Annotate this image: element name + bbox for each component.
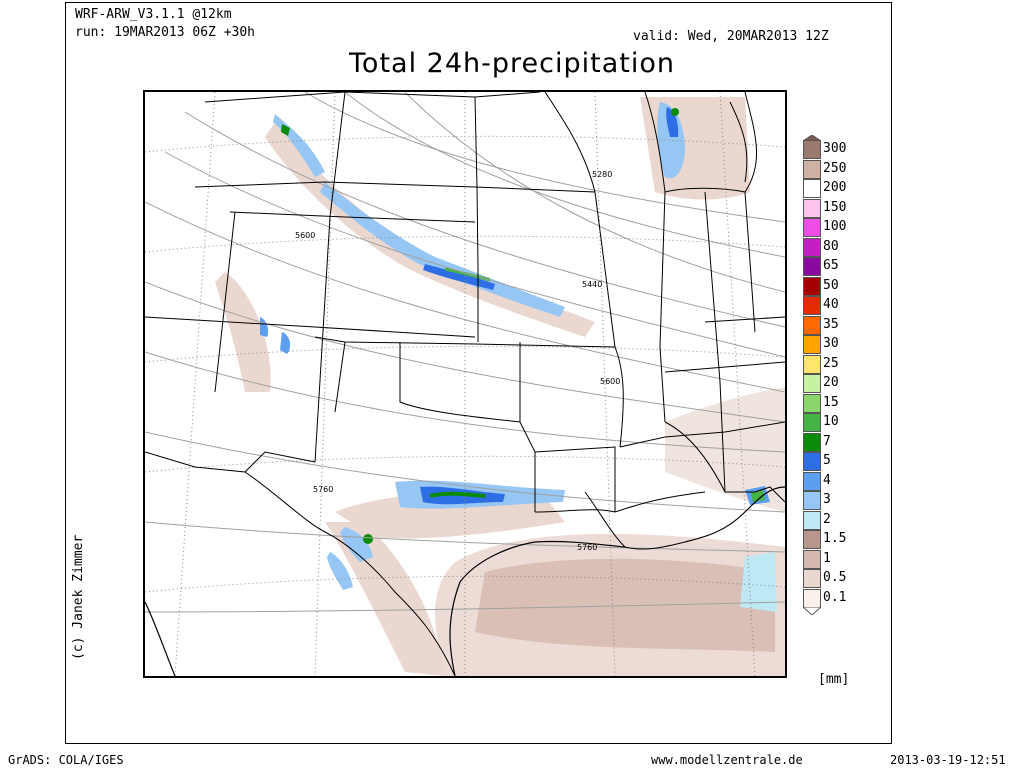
precip-cell-south-texas-core [363, 534, 373, 544]
legend-label-1: 1 [823, 550, 831, 566]
legend-swatch-65 [803, 257, 821, 276]
valid-label: valid: Wed, 20MAR2013 12Z [633, 29, 829, 44]
model-label: WRF-ARW_V3.1.1 @12km [75, 7, 232, 22]
legend-label-65: 65 [823, 258, 839, 273]
precip-cell-florida-core [751, 490, 765, 502]
precipitation-map: 5280 5600 5440 5600 5760 5760 [143, 90, 787, 678]
legend-label-15: 15 [823, 394, 839, 410]
legend-swatch-1 [803, 549, 821, 569]
legend-swatch-1.5 [803, 530, 821, 549]
legend-label-250: 250 [823, 160, 847, 176]
legend-swatch-30 [803, 335, 821, 354]
legend-swatch-80 [803, 237, 821, 257]
legend-label-80: 80 [823, 238, 839, 254]
legend-swatch-300 [803, 140, 821, 159]
legend-label-1.5: 1.5 [823, 531, 847, 546]
footer-software: GrADS: COLA/IGES [8, 753, 124, 767]
legend-label-2: 2 [823, 511, 831, 527]
legend-swatch-100 [803, 218, 821, 237]
state-borders [145, 92, 785, 676]
legend-label-100: 100 [823, 219, 847, 234]
precip-cell-mexico [327, 552, 353, 590]
legend-label-4: 4 [823, 472, 831, 488]
legend-label-3: 3 [823, 492, 831, 507]
legend-swatch-2 [803, 510, 821, 530]
map-title: Total 24h-precipitation [349, 48, 675, 79]
legend-label-50: 50 [823, 277, 839, 293]
legend-label-150: 150 [823, 199, 847, 215]
precip-cell-utah-1 [260, 317, 269, 337]
legend-swatch-0.1 [803, 588, 821, 608]
precip-area-plains-band [265, 122, 595, 337]
legend-swatch-20 [803, 374, 821, 393]
precip-area-south-texas [325, 522, 445, 676]
legend-swatch-15 [803, 393, 821, 413]
legend-swatch-250 [803, 159, 821, 179]
contour-label-5760-east: 5760 [577, 543, 597, 552]
precip-band-plains [320, 182, 565, 317]
legend-swatch-50 [803, 276, 821, 296]
legend-label-7: 7 [823, 433, 831, 449]
precip-cell-utah-2 [280, 332, 291, 354]
legend-label-200: 200 [823, 180, 847, 195]
legend-swatch-7 [803, 432, 821, 452]
legend-label-5: 5 [823, 453, 831, 468]
precip-area-rockies [215, 272, 271, 392]
run-label: run: 19MAR2013 06Z +30h [75, 25, 256, 40]
precip-band-michigan-core [666, 107, 679, 137]
contour-label-5760-west: 5760 [313, 485, 333, 494]
legend-unit: [mm] [818, 672, 850, 687]
coastline [145, 486, 785, 676]
legend-label-0.1: 0.1 [823, 589, 847, 605]
precip-band-plains-core [423, 264, 495, 290]
contour-label-5440: 5440 [582, 280, 602, 289]
legend-label-300: 300 [823, 141, 847, 156]
legend-swatch-25 [803, 354, 821, 374]
precip-band-michigan [657, 102, 685, 179]
legend-top-cap [803, 135, 821, 141]
contour-label-5600-north: 5600 [295, 231, 315, 240]
contour-label-5280: 5280 [592, 170, 612, 179]
precip-cell-michigan [671, 108, 679, 116]
copyright-credit: (c) Janek Zimmer [71, 534, 86, 660]
precip-band-texas-green [429, 491, 486, 498]
legend-swatch-0.5 [803, 569, 821, 588]
legend-swatch-40 [803, 296, 821, 315]
map-canvas: 5280 5600 5440 5600 5760 5760 [145, 92, 785, 676]
plot-frame [65, 2, 892, 744]
legend-swatch-35 [803, 315, 821, 335]
legend-label-20: 20 [823, 375, 839, 390]
legend-swatch-10 [803, 413, 821, 432]
precip-cell-montana [281, 124, 290, 136]
legend-swatch-3 [803, 491, 821, 510]
legend-label-30: 30 [823, 336, 839, 351]
legend-swatch-5 [803, 452, 821, 471]
legend-label-0.5: 0.5 [823, 570, 847, 585]
legend-swatch-150 [803, 198, 821, 218]
precip-cell-south-texas [340, 527, 373, 562]
legend-swatch-200 [803, 179, 821, 198]
height-contours [145, 92, 785, 613]
legend-bottom-cap [803, 607, 821, 615]
legend-label-40: 40 [823, 297, 839, 312]
legend-label-25: 25 [823, 355, 839, 371]
legend-label-35: 35 [823, 316, 839, 332]
precip-cell-atlantic [740, 552, 777, 612]
footer-website: www.modellzentrale.de [651, 753, 803, 767]
contour-label-5600-central: 5600 [600, 377, 620, 386]
footer-timestamp: 2013-03-19-12:51 [890, 753, 1006, 767]
precip-area-southeast [665, 387, 785, 512]
legend-swatch-4 [803, 471, 821, 491]
legend-label-10: 10 [823, 414, 839, 429]
precip-area-michigan [640, 97, 750, 200]
